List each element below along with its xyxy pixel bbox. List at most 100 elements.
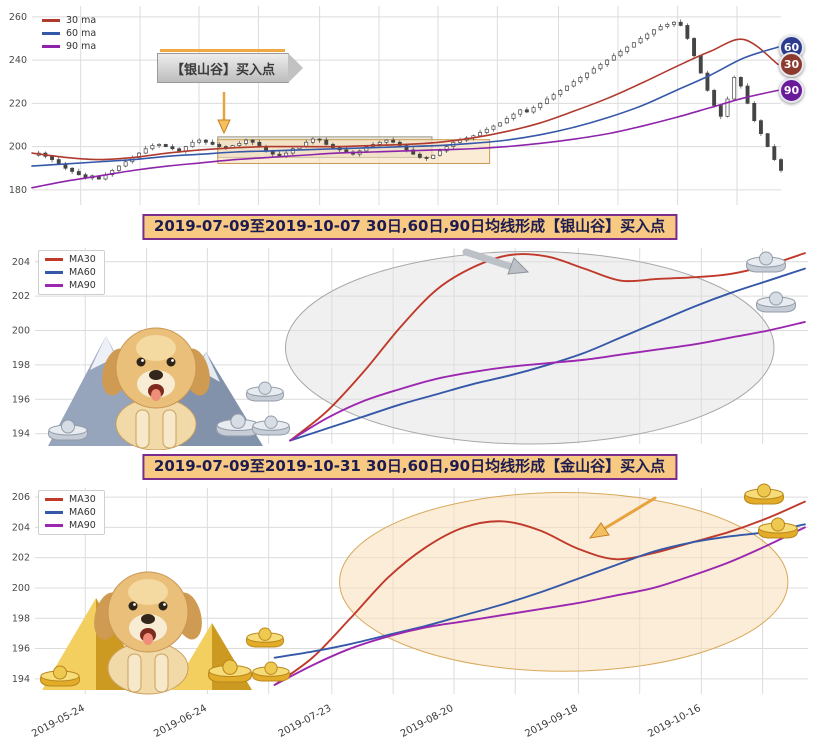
candle [558,90,563,96]
buy-point-arrow-icon [588,496,657,539]
silver-ingot-icon [245,381,285,402]
ma-line-30ma [31,38,779,161]
banner-text: 2019-07-09至2019-10-31 30日,60日,90日均线形成【金山… [153,457,666,475]
gold-ingot-icon [757,517,799,539]
candle [658,26,663,31]
gold-ingot-icon [245,627,285,648]
price-candlestick-chart: 180 200 220 240 260 [9,6,783,205]
candle [618,51,623,57]
candle [170,146,175,150]
candle [183,146,188,152]
candle [177,148,182,152]
legend-swatch-icon [45,284,63,287]
candle [190,141,195,147]
candle [738,77,743,87]
candle [705,72,710,91]
candle [718,105,723,117]
valley-ellipse [339,492,789,672]
candle [110,170,115,176]
gold-ingot-icon [743,483,785,505]
candle [665,24,670,27]
candle [605,59,610,65]
legend-swatch-icon [45,498,63,501]
candle [116,165,121,171]
pointer-arrow-icon [462,248,530,275]
candle [163,144,168,147]
y-tick-label: 204 [12,257,30,268]
y-tick-label: 260 [9,12,27,23]
candle [511,113,516,119]
candle [444,146,449,152]
candle [237,143,242,146]
y-tick-label: 240 [9,55,27,66]
y-tick-label: 194 [12,429,30,440]
candle [257,141,262,147]
silver-valley-chart: 194 196 198 200 202 204 [12,248,808,450]
candle [625,46,630,52]
candle [544,98,549,104]
candle [217,144,222,147]
legend-label: 60 ma [66,28,97,39]
banner-text: 2019-07-09至2019-10-07 30日,60日,90日均线形成【银山… [153,217,666,235]
candle [585,72,590,78]
legend-item: MA30 [45,254,96,265]
annotation-label: 【银山谷】买入点 [170,62,275,78]
legend-item: 90 ma [42,41,96,52]
y-tick-label: 200 [12,583,30,594]
candle [203,139,208,143]
legend-item: MA60 [45,267,96,278]
y-tick-label: 206 [12,492,30,503]
y-tick-label: 200 [12,326,30,337]
candle [56,159,61,165]
dog-mountain-silver-image [47,327,263,450]
candle [504,118,509,124]
candle [384,139,389,143]
ma-90-badge: 90 [779,77,804,103]
y-tick-label: 202 [12,553,30,564]
legend-swatch-icon [42,32,60,35]
y-tick-label: 200 [9,142,27,153]
candle [692,38,697,57]
candle [672,21,676,25]
legend-label: MA90 [69,520,96,531]
candle [244,139,248,144]
legend-swatch-icon [45,271,63,274]
legend-label: MA30 [69,254,96,265]
y-tick-label: 204 [12,522,30,533]
candle [143,148,148,154]
ma-value-badges: 60 30 90 [779,0,807,212]
candle [491,125,496,130]
candle [732,77,737,100]
y-tick-label: 196 [12,644,30,655]
candle [538,102,543,109]
candle [651,29,656,35]
silver-ingot-icon [745,251,787,273]
x-tick-label: 2019-05-24 [30,703,86,740]
candle [698,55,703,74]
y-tick-label: 198 [12,613,30,624]
ma-30-badge: 30 [779,51,804,77]
legend-label: MA90 [69,280,96,291]
legend-item: MA90 [45,280,96,291]
candle [70,167,75,172]
candle [638,38,643,44]
candle [631,42,636,48]
legend-label: MA30 [69,494,96,505]
candle [310,138,315,143]
candle [685,25,690,39]
ma-line-ma30 [273,500,806,686]
x-tick-label: 2019-08-20 [399,703,455,740]
y-tick-label: 198 [12,360,30,371]
candle [157,144,162,146]
candle [498,122,503,127]
legend-item: 60 ma [42,28,96,39]
legend-swatch-icon [45,524,63,527]
candle [745,85,750,104]
candle [598,64,603,70]
candle [478,132,483,137]
legend-item: MA60 [45,507,96,518]
candle [551,94,556,100]
legend-bottom: MA30 MA60 MA90 [38,490,105,535]
y-tick-label: 180 [9,185,27,196]
